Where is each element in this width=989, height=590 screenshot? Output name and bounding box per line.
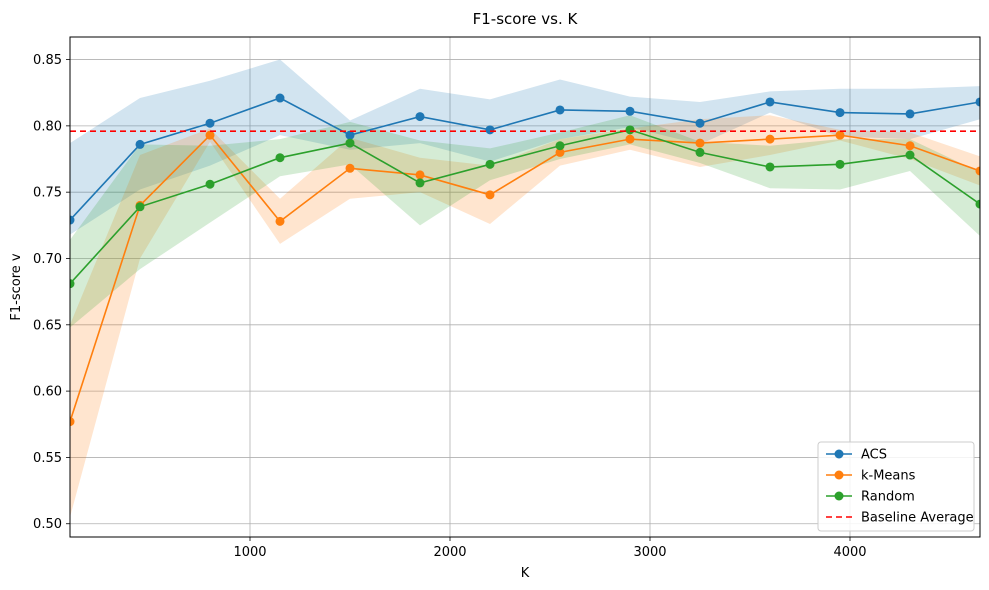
point-k-means	[415, 170, 425, 180]
point-random	[835, 159, 845, 169]
point-acs	[695, 118, 705, 128]
axis-ticks: 1000 2000 3000 4000 0.50 0.55 0.60 0.65 0.70 0.75…	[33, 53, 867, 560]
plot-frame	[69, 36, 981, 538]
band-random	[70, 115, 980, 328]
point-random	[205, 179, 215, 189]
x-tick-label: 4000	[833, 545, 866, 560]
y-tick-label: 0.50	[33, 517, 62, 532]
point-k-means	[765, 134, 775, 144]
point-k-means	[275, 216, 285, 226]
x-tick-label: 1000	[233, 545, 266, 560]
point-random	[695, 147, 705, 157]
x-axis-label: K	[521, 566, 530, 581]
point-k-means	[625, 134, 635, 144]
point-random	[415, 178, 425, 188]
point-random	[555, 141, 565, 151]
point-k-means	[345, 163, 355, 173]
line-acs	[70, 97, 980, 221]
point-random	[135, 202, 145, 212]
legend-label-random: Random	[861, 490, 915, 505]
band-k-means	[70, 115, 980, 518]
line-k-means	[70, 133, 980, 422]
point-k-means	[485, 190, 495, 200]
point-acs	[70, 215, 75, 225]
y-tick-label: 0.85	[33, 53, 62, 68]
point-k-means	[905, 141, 915, 151]
y-axis-label: F1-score v	[9, 253, 24, 321]
point-random	[975, 199, 980, 209]
legend-box	[817, 441, 975, 532]
y-tick-label: 0.65	[33, 318, 62, 333]
point-acs	[485, 125, 495, 135]
point-random	[625, 125, 635, 135]
legend-marker-acs	[834, 449, 844, 459]
legend-marker-random	[834, 491, 844, 501]
point-random	[345, 138, 355, 148]
line-random	[70, 129, 980, 285]
legend-label-baseline-average: Baseline Average	[861, 511, 974, 526]
point-random	[70, 279, 75, 289]
chart-title: F1-score vs. K	[473, 10, 579, 28]
legend-marker-k-means	[834, 470, 844, 480]
point-acs	[835, 108, 845, 118]
point-random	[905, 150, 915, 160]
point-acs	[625, 106, 635, 116]
point-acs	[905, 109, 915, 119]
point-k-means	[205, 130, 215, 140]
point-acs	[555, 105, 565, 115]
x-tick-label: 2000	[433, 545, 466, 560]
y-tick-label: 0.70	[33, 252, 62, 267]
y-tick-label: 0.55	[33, 451, 62, 466]
y-tick-label: 0.60	[33, 385, 62, 400]
point-k-means	[70, 417, 75, 427]
point-random	[275, 153, 285, 163]
legend-label-acs: ACS	[861, 448, 887, 463]
point-k-means	[555, 147, 565, 157]
point-acs	[415, 112, 425, 122]
confidence-bands	[70, 59, 980, 518]
grid	[70, 37, 980, 537]
point-k-means	[695, 138, 705, 148]
point-random	[485, 159, 495, 169]
point-random	[765, 162, 775, 172]
band-acs	[70, 59, 980, 235]
point-acs	[765, 97, 775, 107]
point-acs	[135, 139, 145, 149]
x-tick-label: 3000	[633, 545, 666, 560]
point-acs	[205, 118, 215, 128]
y-tick-label: 0.75	[33, 186, 62, 201]
point-acs	[345, 130, 355, 140]
point-k-means	[975, 166, 980, 176]
legend: ACS k-Means Random Baseline Average	[817, 441, 975, 532]
y-tick-label: 0.80	[33, 119, 62, 134]
point-acs	[275, 93, 285, 103]
series-lines	[70, 93, 980, 427]
legend-label-k-means: k-Means	[861, 469, 916, 484]
point-acs	[975, 97, 980, 107]
point-k-means	[835, 130, 845, 140]
